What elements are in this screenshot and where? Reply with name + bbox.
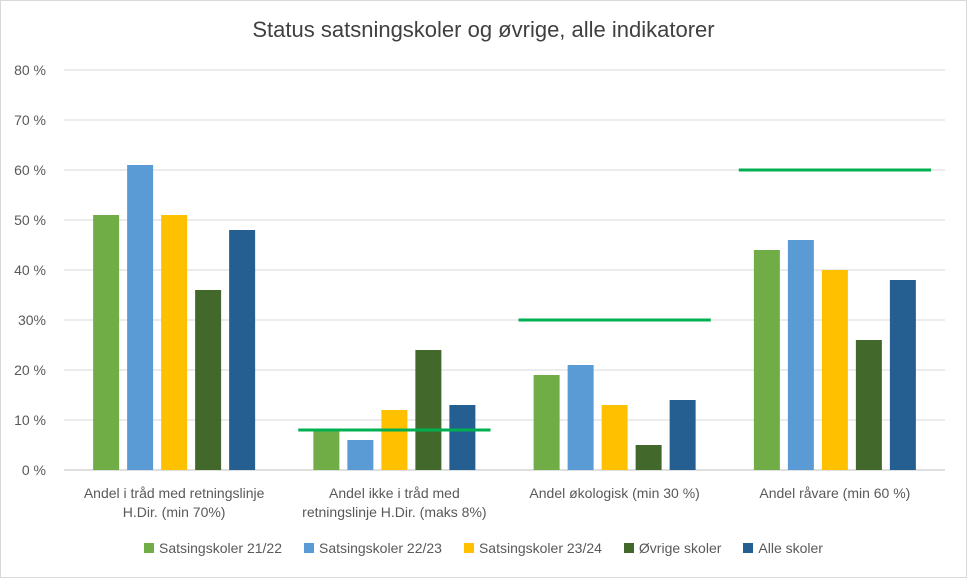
bar	[127, 165, 154, 470]
y-tick-label: 20 %	[14, 362, 46, 378]
bar	[889, 280, 916, 470]
legend-item: Øvrige skoler	[623, 540, 722, 556]
y-tick-label: 70 %	[14, 112, 46, 128]
legend-label: Satsingskoler 22/23	[318, 540, 442, 556]
x-category-label: H.Dir. (min 70%)	[123, 504, 226, 520]
x-category-label: Andel ikke i tråd med	[329, 485, 460, 501]
legend-swatch	[303, 543, 314, 553]
legend-item: Alle skoler	[743, 540, 823, 556]
bar	[229, 230, 256, 470]
bar	[533, 375, 560, 470]
y-tick-label: 80 %	[14, 62, 46, 78]
y-tick-label: 30%	[18, 312, 46, 328]
bar	[787, 240, 814, 470]
legend-label: Satsingskoler 23/24	[478, 540, 602, 556]
legend: Satsingskoler 21/22 Satsingskoler 22/23 Sa…	[0, 540, 967, 556]
bar	[601, 405, 628, 470]
bar	[93, 215, 120, 470]
x-category-label: retningslinje H.Dir. (maks 8%)	[302, 504, 486, 520]
bar	[567, 365, 594, 470]
x-category-label: Andel økologisk (min 30 %)	[529, 485, 699, 501]
bar	[753, 250, 780, 470]
y-tick-label: 60 %	[14, 162, 46, 178]
bar	[313, 430, 340, 470]
x-category-label: Andel i tråd med retningslinje	[84, 485, 265, 501]
bar	[347, 440, 374, 470]
y-tick-label: 40 %	[14, 262, 46, 278]
legend-swatch	[144, 543, 155, 553]
y-tick-label: 0 %	[22, 462, 46, 478]
bar	[415, 350, 442, 470]
legend-swatch	[623, 543, 634, 553]
y-tick-label: 10 %	[14, 412, 46, 428]
bar	[195, 290, 222, 470]
legend-label: Øvrige skoler	[638, 540, 722, 556]
y-tick-label: 50 %	[14, 212, 46, 228]
legend-item: Satsingskoler 21/22	[144, 540, 282, 556]
bar	[449, 405, 476, 470]
x-category-label: Andel råvare (min 60 %)	[759, 485, 910, 501]
bar	[161, 215, 188, 470]
bar	[855, 340, 882, 470]
bar	[635, 445, 662, 470]
bar	[669, 400, 696, 470]
legend-label: Alle skoler	[758, 540, 823, 556]
legend-item: Satsingskoler 22/23	[303, 540, 442, 556]
bar	[381, 410, 408, 470]
legend-label: Satsingskoler 21/22	[159, 540, 282, 556]
legend-swatch	[743, 543, 754, 553]
chart-title: Status satsningskoler og øvrige, alle in…	[252, 17, 715, 42]
legend-swatch	[463, 543, 474, 553]
legend-item: Satsingskoler 23/24	[463, 540, 602, 556]
bar	[821, 270, 848, 470]
